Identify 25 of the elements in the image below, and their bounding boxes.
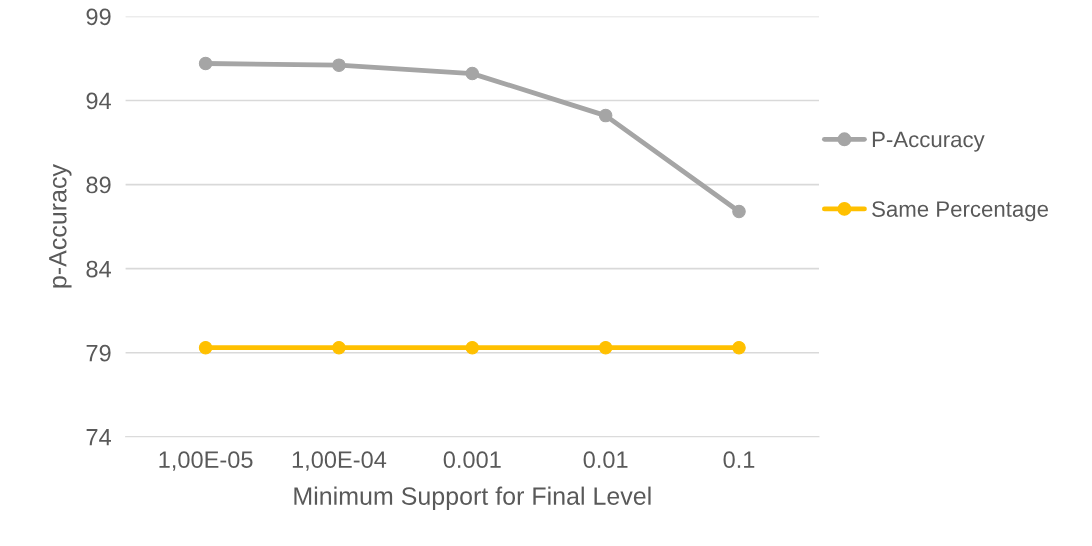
x-tick-label: 0.001: [443, 451, 501, 469]
point: [465, 340, 480, 355]
x-tick-label: 0.01: [583, 451, 628, 469]
point: [465, 66, 480, 81]
x-tick-label: 0.1: [723, 451, 755, 469]
y-tick-label: 74: [86, 429, 111, 446]
y-tick-label: 94: [86, 92, 111, 110]
point: [732, 340, 746, 355]
legend-label: P-Accuracy: [872, 131, 985, 152]
point: [598, 108, 613, 123]
point: [332, 58, 346, 72]
y-tick-label: 79: [86, 344, 111, 362]
point: [732, 204, 746, 219]
y-axis-title: p-Accuracy: [49, 164, 72, 288]
point: [198, 56, 213, 71]
y-tick-label: 99: [86, 8, 111, 26]
legend-label: Same Percentage: [872, 201, 1048, 222]
x-tick-label: 1,00E-05: [159, 451, 253, 471]
point: [198, 340, 213, 355]
point: [332, 340, 346, 355]
y-tick-label: 84: [86, 260, 111, 278]
x-axis-title: Minimum Support for Final Level: [294, 486, 651, 510]
point: [598, 340, 613, 355]
x-tick-label: 1,00E-04: [292, 451, 387, 471]
y-tick-label: 89: [86, 176, 111, 194]
